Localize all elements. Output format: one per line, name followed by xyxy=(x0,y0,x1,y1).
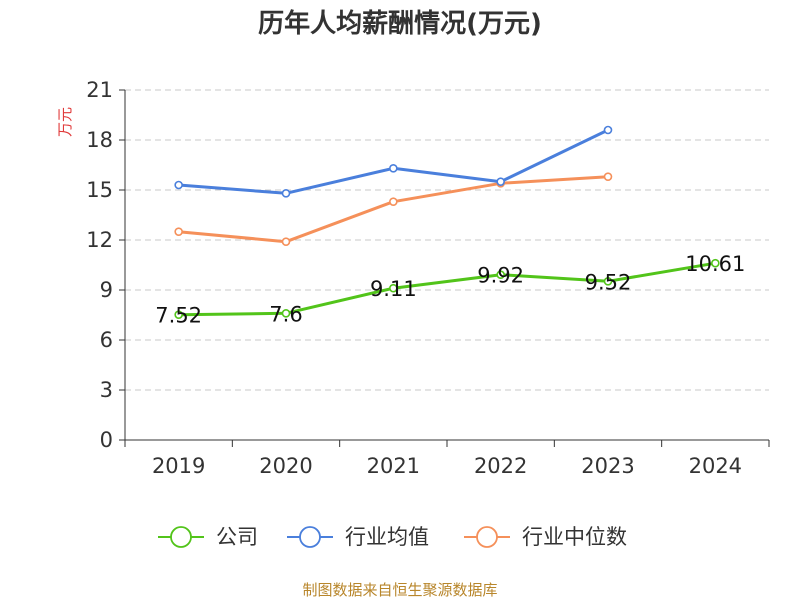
y-tick-label: 12 xyxy=(86,228,113,252)
data-point xyxy=(496,177,505,186)
legend-label: 公司 xyxy=(216,525,258,549)
x-tick-label: 2021 xyxy=(367,454,420,478)
data-point xyxy=(174,180,183,190)
series-line-1 xyxy=(178,128,609,195)
data-point xyxy=(389,283,398,293)
x-tick-label: 2019 xyxy=(152,454,205,478)
legend-label: 行业均值 xyxy=(345,525,429,549)
y-tick-label: 0 xyxy=(100,428,113,452)
legend-item: 行业中位数 xyxy=(464,525,627,549)
series-line-2 xyxy=(178,175,609,244)
data-point xyxy=(603,125,613,135)
y-tick-label: 21 xyxy=(86,78,113,102)
data-label: 9.11 xyxy=(370,277,417,301)
legend: 公司 行业均值 行业中位数 xyxy=(158,525,627,549)
x-tick-label: 2020 xyxy=(259,454,312,478)
data-point xyxy=(603,277,613,286)
y-tick-label: 6 xyxy=(100,328,113,352)
legend-item: 公司 xyxy=(158,525,258,549)
data-label: 9.52 xyxy=(585,270,632,294)
source-note: 制图数据来自恒生聚源数据库 xyxy=(302,581,497,599)
legend-marker xyxy=(476,526,498,548)
data-point xyxy=(496,270,505,279)
data-point xyxy=(711,258,720,268)
data-point xyxy=(389,197,398,206)
y-tick-label: 18 xyxy=(86,128,113,152)
grid xyxy=(125,89,769,391)
data-point xyxy=(281,189,291,198)
data-label: 10.61 xyxy=(685,252,745,276)
series-line-0 xyxy=(178,261,716,317)
y-tick-label: 15 xyxy=(86,178,113,202)
data-point xyxy=(281,237,291,246)
legend-marker xyxy=(299,526,321,548)
data-point xyxy=(389,164,398,173)
data-labels: 7.52 7.6 9.11 9.92 9.52 10.61 xyxy=(155,252,745,328)
x-tick-label: 2024 xyxy=(689,454,742,478)
legend-label: 行业中位数 xyxy=(522,525,627,549)
data-point xyxy=(603,172,613,181)
x-tick-label: 2022 xyxy=(474,454,527,478)
y-axis-label: 万元 xyxy=(56,107,74,137)
legend-item: 行业均值 xyxy=(287,525,429,549)
data-point xyxy=(281,309,291,318)
axes: 0 3 6 9 12 15 18 21 2019 2020 2021 2022 2023 2024 xyxy=(86,78,770,478)
data-label: 7.6 xyxy=(269,302,302,326)
y-tick-label: 9 xyxy=(100,278,113,302)
series xyxy=(174,125,720,319)
chart-title: 历年人均薪酬情况(万元) xyxy=(258,8,542,39)
data-point xyxy=(174,310,183,319)
legend-marker xyxy=(170,526,192,548)
data-label: 9.92 xyxy=(477,264,524,288)
y-tick-label: 3 xyxy=(100,378,113,402)
x-tick-label: 2023 xyxy=(581,454,634,478)
data-point xyxy=(174,227,183,236)
data-label: 7.52 xyxy=(155,304,202,328)
